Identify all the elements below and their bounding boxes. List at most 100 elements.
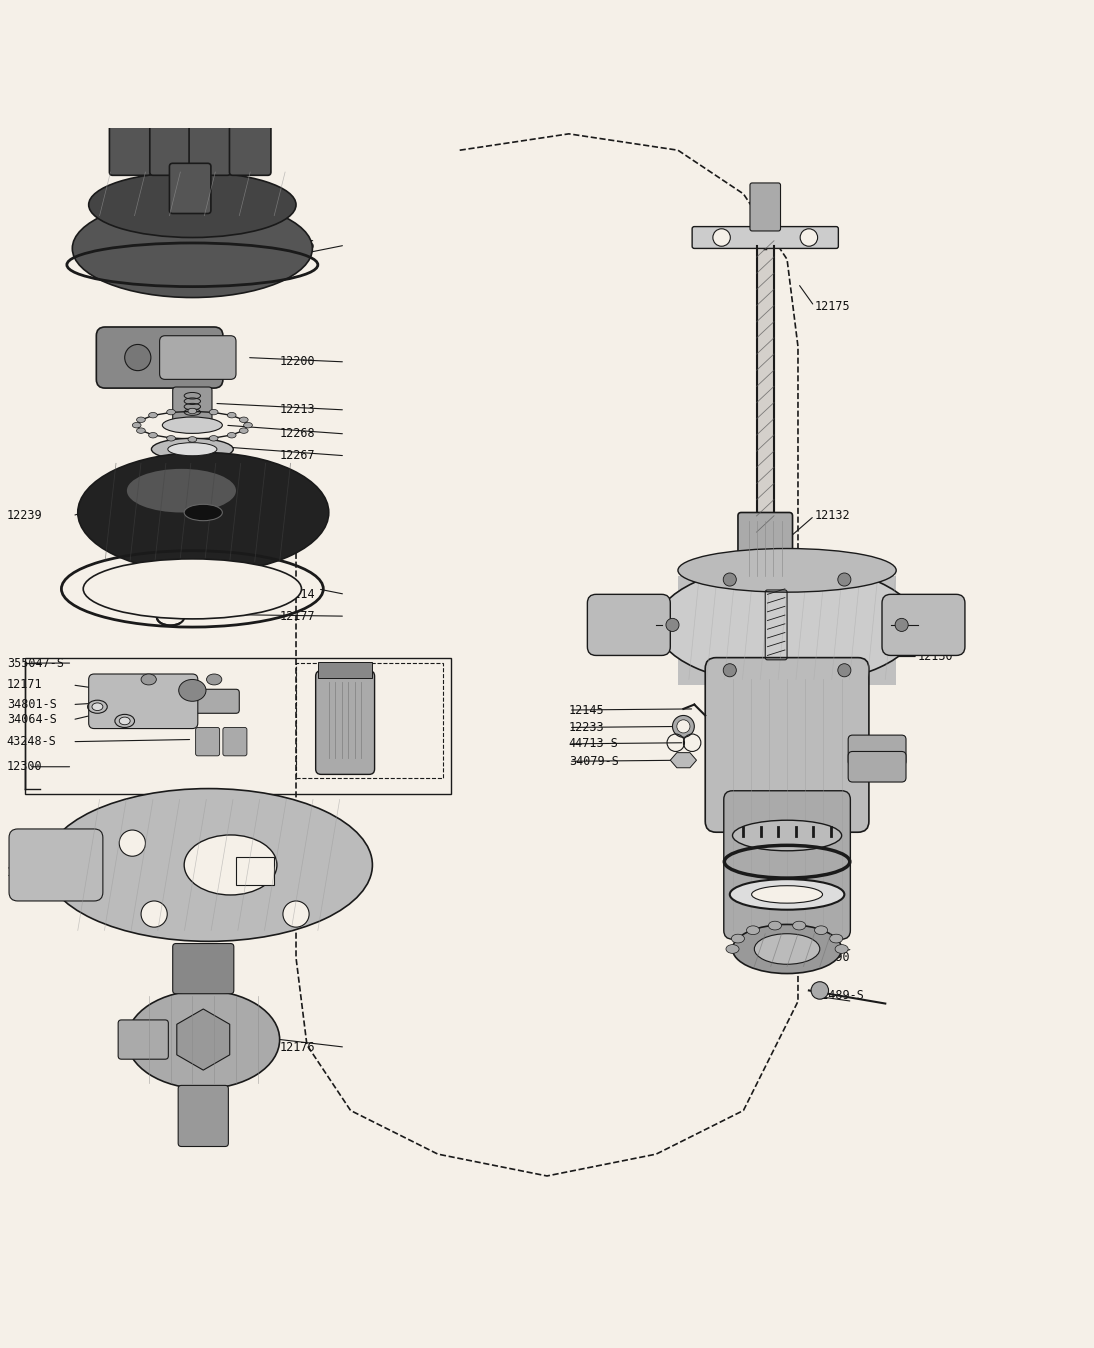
Ellipse shape bbox=[656, 565, 918, 685]
Ellipse shape bbox=[244, 422, 253, 427]
Ellipse shape bbox=[184, 504, 222, 520]
Text: 12145: 12145 bbox=[569, 704, 605, 717]
Polygon shape bbox=[671, 752, 697, 768]
FancyBboxPatch shape bbox=[230, 115, 271, 175]
Text: 34064-S: 34064-S bbox=[7, 713, 57, 727]
Ellipse shape bbox=[127, 991, 280, 1089]
Ellipse shape bbox=[166, 410, 175, 415]
Circle shape bbox=[673, 716, 695, 737]
Text: 12130: 12130 bbox=[918, 650, 954, 663]
FancyBboxPatch shape bbox=[848, 735, 906, 766]
Text: 355047-S: 355047-S bbox=[7, 656, 63, 670]
FancyBboxPatch shape bbox=[706, 658, 869, 832]
Ellipse shape bbox=[829, 934, 842, 944]
Circle shape bbox=[800, 229, 817, 247]
Text: 12200: 12200 bbox=[280, 356, 315, 368]
Text: 12179: 12179 bbox=[814, 886, 850, 899]
Circle shape bbox=[125, 345, 151, 371]
Text: 12176: 12176 bbox=[280, 1041, 315, 1054]
Polygon shape bbox=[177, 1010, 230, 1070]
Bar bbox=[25, 658, 451, 794]
Ellipse shape bbox=[732, 934, 744, 944]
Ellipse shape bbox=[166, 435, 175, 441]
Ellipse shape bbox=[141, 674, 156, 685]
Ellipse shape bbox=[240, 427, 248, 433]
FancyBboxPatch shape bbox=[316, 671, 374, 774]
Ellipse shape bbox=[768, 921, 781, 930]
Text: 12114: 12114 bbox=[280, 588, 315, 601]
Text: 34801-S: 34801-S bbox=[7, 698, 57, 710]
Ellipse shape bbox=[132, 422, 141, 427]
Ellipse shape bbox=[45, 789, 372, 941]
Ellipse shape bbox=[228, 412, 236, 418]
FancyBboxPatch shape bbox=[173, 387, 212, 426]
Circle shape bbox=[895, 619, 908, 631]
FancyBboxPatch shape bbox=[170, 163, 211, 213]
Text: 44713-S: 44713-S bbox=[569, 737, 619, 751]
Text: 12106: 12106 bbox=[280, 239, 315, 252]
FancyBboxPatch shape bbox=[189, 115, 231, 175]
Ellipse shape bbox=[117, 105, 148, 119]
Ellipse shape bbox=[733, 820, 841, 851]
FancyBboxPatch shape bbox=[223, 728, 247, 756]
Text: 61489-S: 61489-S bbox=[814, 989, 864, 1003]
Ellipse shape bbox=[678, 549, 896, 592]
Ellipse shape bbox=[726, 945, 740, 953]
Circle shape bbox=[723, 663, 736, 677]
FancyBboxPatch shape bbox=[848, 751, 906, 782]
Ellipse shape bbox=[137, 417, 146, 422]
FancyBboxPatch shape bbox=[118, 1020, 168, 1060]
Ellipse shape bbox=[209, 435, 218, 441]
Ellipse shape bbox=[730, 879, 845, 910]
Ellipse shape bbox=[207, 674, 222, 685]
FancyBboxPatch shape bbox=[102, 689, 240, 713]
Text: 12171: 12171 bbox=[7, 678, 43, 692]
Circle shape bbox=[677, 720, 690, 733]
FancyBboxPatch shape bbox=[882, 594, 965, 655]
FancyBboxPatch shape bbox=[9, 829, 103, 900]
Ellipse shape bbox=[149, 412, 158, 418]
Text: 12135: 12135 bbox=[814, 752, 850, 764]
Text: 12175: 12175 bbox=[814, 299, 850, 313]
Ellipse shape bbox=[149, 433, 158, 438]
Ellipse shape bbox=[197, 105, 228, 119]
Text: 12177: 12177 bbox=[280, 609, 315, 623]
Ellipse shape bbox=[92, 702, 103, 710]
Ellipse shape bbox=[752, 886, 823, 903]
Bar bbox=[318, 662, 372, 678]
Ellipse shape bbox=[72, 200, 313, 298]
Text: 12132: 12132 bbox=[814, 510, 850, 522]
Text: 12143: 12143 bbox=[814, 853, 850, 865]
FancyBboxPatch shape bbox=[109, 115, 151, 175]
Ellipse shape bbox=[178, 679, 206, 701]
Ellipse shape bbox=[162, 417, 222, 434]
Ellipse shape bbox=[137, 427, 146, 433]
Ellipse shape bbox=[127, 469, 236, 512]
FancyBboxPatch shape bbox=[178, 1085, 229, 1147]
FancyBboxPatch shape bbox=[89, 674, 198, 728]
FancyBboxPatch shape bbox=[150, 115, 191, 175]
FancyBboxPatch shape bbox=[160, 336, 236, 379]
Circle shape bbox=[811, 981, 828, 999]
Ellipse shape bbox=[167, 442, 217, 456]
Ellipse shape bbox=[240, 417, 248, 422]
Text: 12234: 12234 bbox=[814, 607, 850, 619]
Ellipse shape bbox=[83, 559, 302, 619]
Text: 12144: 12144 bbox=[814, 632, 850, 646]
Bar bbox=[236, 857, 275, 884]
Ellipse shape bbox=[733, 925, 841, 973]
Circle shape bbox=[119, 830, 146, 856]
Ellipse shape bbox=[237, 105, 268, 119]
Text: 12239: 12239 bbox=[7, 510, 43, 522]
Ellipse shape bbox=[188, 437, 197, 442]
Text: 34079-S: 34079-S bbox=[569, 755, 619, 768]
Text: 12390: 12390 bbox=[814, 952, 850, 964]
Text: 12268: 12268 bbox=[280, 427, 315, 441]
Circle shape bbox=[666, 619, 679, 631]
Ellipse shape bbox=[151, 438, 233, 460]
Circle shape bbox=[713, 229, 731, 247]
Ellipse shape bbox=[158, 105, 188, 119]
Ellipse shape bbox=[209, 410, 218, 415]
Circle shape bbox=[141, 900, 167, 927]
Ellipse shape bbox=[228, 433, 236, 438]
